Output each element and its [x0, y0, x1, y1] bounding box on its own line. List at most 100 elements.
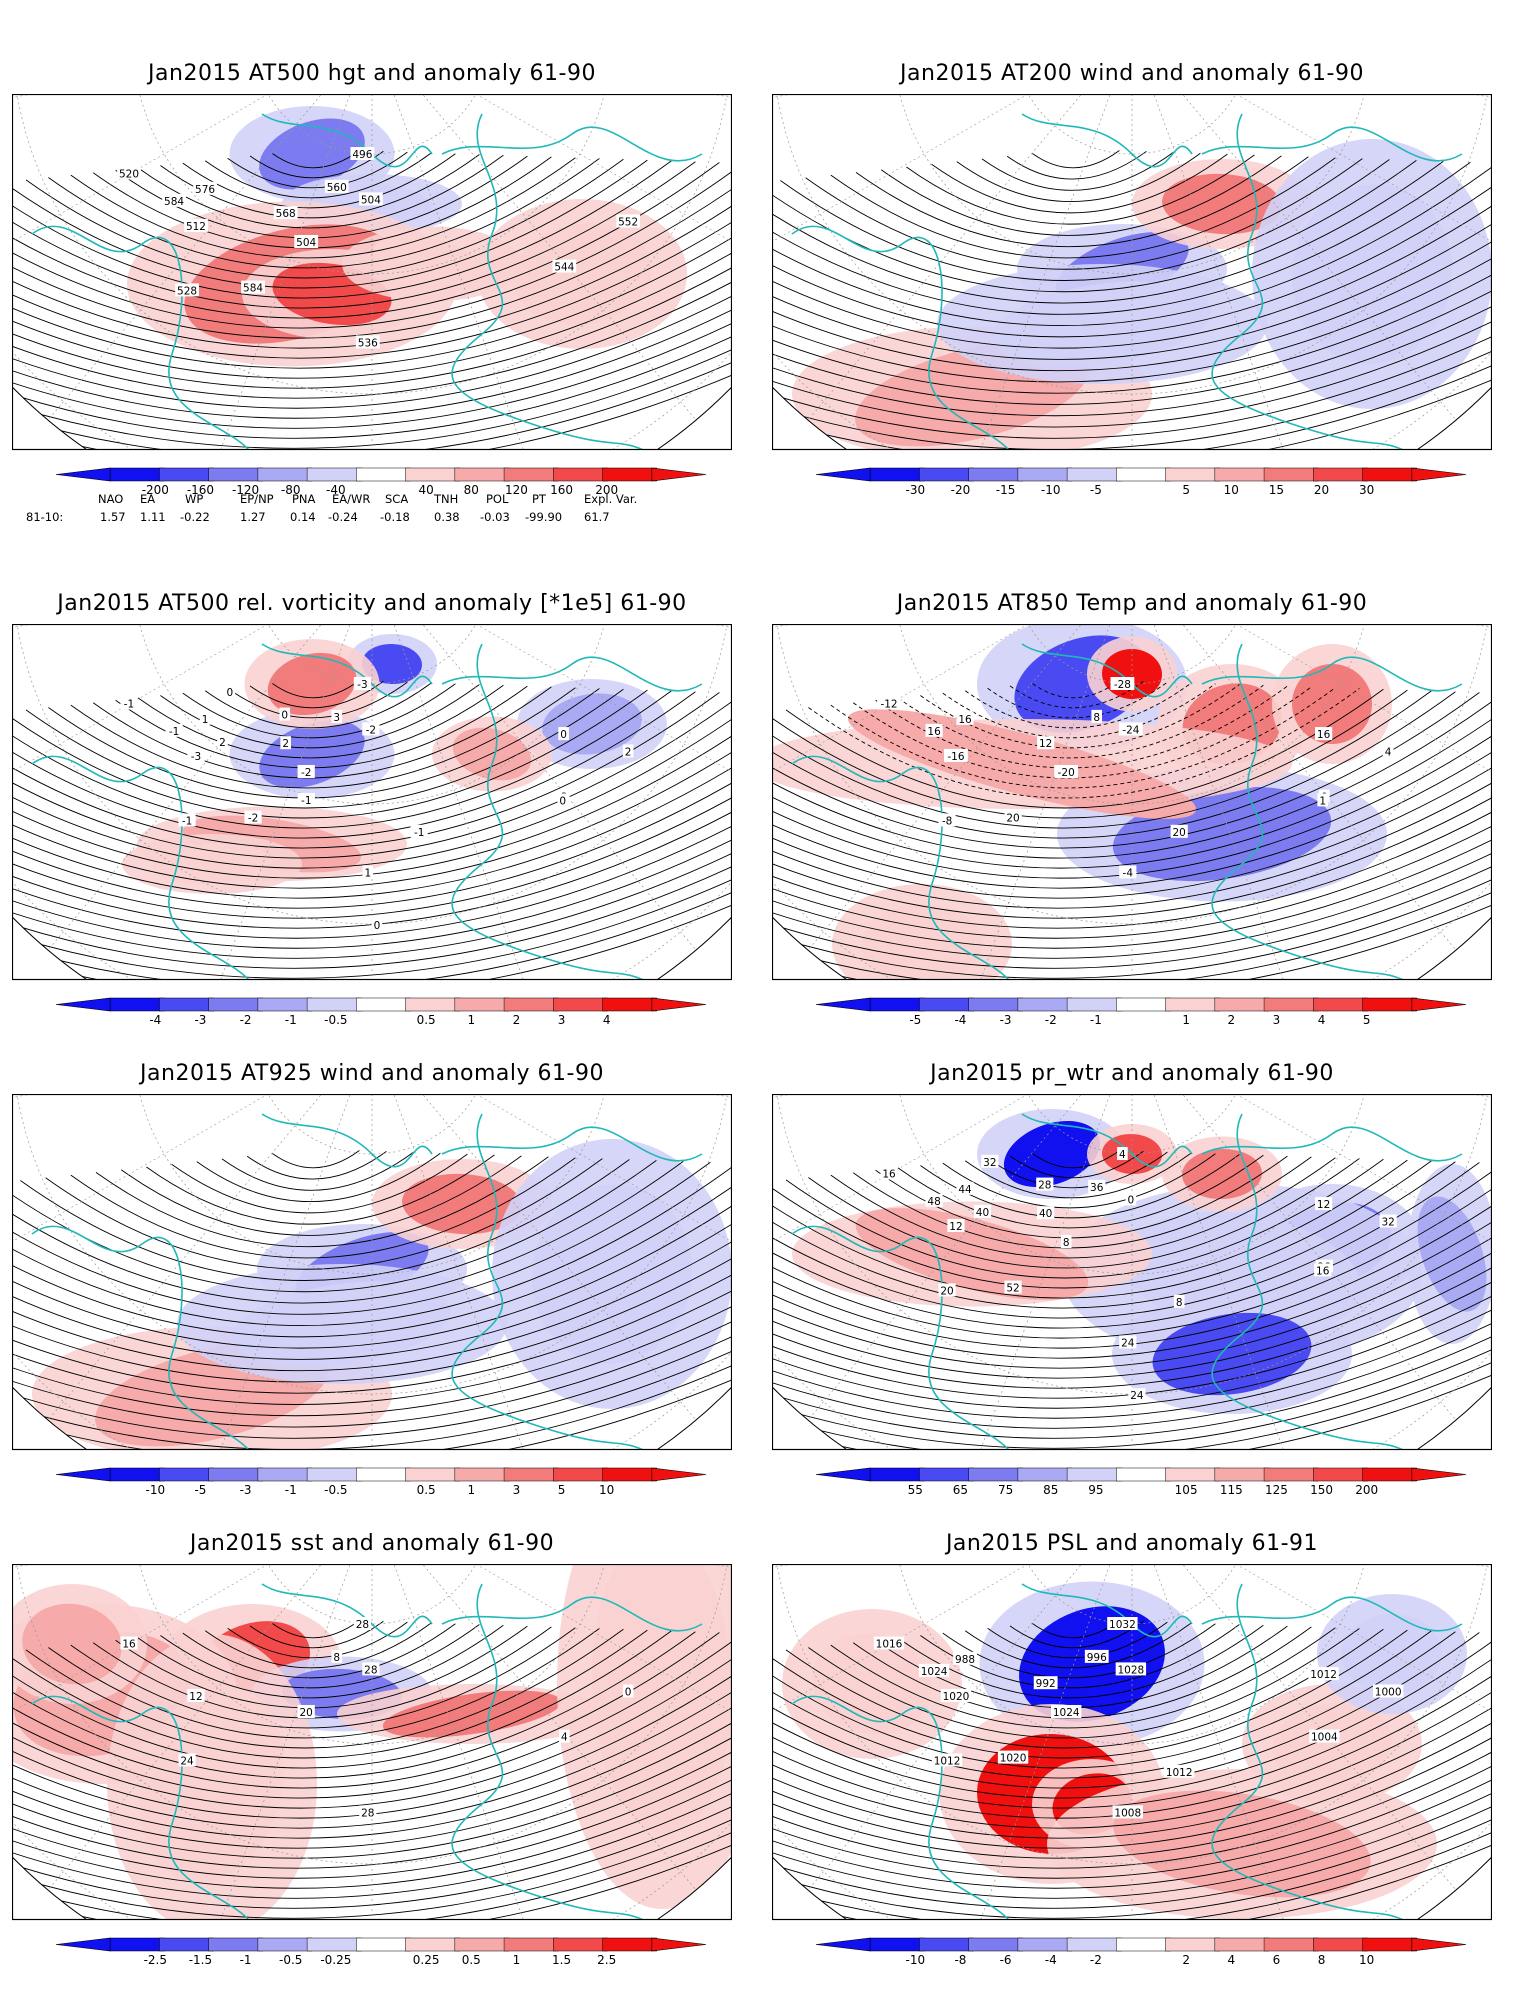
svg-text:1008: 1008	[1114, 1807, 1141, 1819]
contour-line	[772, 1640, 1492, 1899]
index-value: -0.18	[380, 510, 410, 524]
anomaly-area	[1272, 1703, 1392, 1785]
svg-text:1012: 1012	[1166, 1767, 1193, 1779]
contour-line	[942, 1623, 1216, 1679]
colorbar: -10 -8 -6 -4 -2 2 4 6 8 10	[815, 1937, 1467, 1967]
svg-text:28: 28	[364, 1664, 377, 1676]
index-label: NAO	[98, 492, 124, 506]
contour-label: 20	[1170, 824, 1188, 839]
contour-label: 8	[331, 1649, 343, 1664]
contour-line	[12, 1634, 732, 1819]
contour-label: -12	[877, 696, 901, 711]
svg-text:20: 20	[1006, 813, 1019, 825]
contour-line	[25, 1628, 624, 1749]
meridian	[807, 1094, 1133, 1421]
svg-text:996: 996	[1087, 1652, 1107, 1664]
meridian	[371, 1564, 545, 1920]
contour-line	[780, 159, 1390, 281]
contour-line	[12, 696, 732, 899]
colorbar-tick: 10	[599, 1483, 614, 1497]
contour-line	[987, 681, 1168, 719]
contour-line	[942, 683, 1216, 739]
contour-label: 8	[1173, 1294, 1185, 1309]
svg-text:0: 0	[625, 1686, 632, 1698]
meridian	[371, 624, 545, 980]
colorbar-tick: 4	[603, 1013, 611, 1027]
contour-line	[12, 1169, 732, 1417]
svg-text:0: 0	[226, 687, 233, 699]
coastline	[31, 1583, 703, 1920]
contour-label: 1020	[997, 1750, 1029, 1765]
contour-label: 1024	[918, 1663, 950, 1678]
contour-line	[772, 1633, 1492, 1809]
meridian	[371, 624, 697, 951]
svg-text:12: 12	[1039, 738, 1052, 750]
contour-label: 0	[557, 793, 569, 807]
meridian	[371, 94, 545, 450]
index-value: 1.57	[100, 510, 126, 524]
contour-label: -1	[297, 792, 315, 807]
contour-line	[1009, 1620, 1144, 1649]
meridian	[47, 1094, 373, 1421]
meridian	[12, 94, 373, 287]
contour-line	[772, 1166, 1492, 1369]
panel-title: Jan2015 AT200 wind and anomaly 61-90	[900, 61, 1364, 86]
anomaly-area	[1292, 664, 1372, 744]
contour-line	[20, 1159, 630, 1281]
svg-text:12: 12	[949, 1221, 962, 1233]
colorbar-tick: -2	[240, 1013, 252, 1027]
contour-line	[880, 155, 1282, 236]
contour-line	[12, 700, 732, 959]
index-label: PT	[532, 492, 546, 506]
contour-label: 2	[217, 734, 228, 749]
contour-label: 1032	[1107, 1617, 1138, 1631]
colorbar-tick: -80	[281, 483, 301, 497]
anomaly-area	[1113, 1790, 1371, 1898]
meridian	[199, 624, 373, 980]
meridian	[47, 624, 373, 951]
svg-text:8: 8	[333, 1652, 340, 1664]
svg-text:1020: 1020	[943, 1691, 970, 1703]
contour-line	[12, 1161, 711, 1315]
contour-line	[772, 1639, 1492, 1879]
colorbar-tick: -0.5	[324, 1483, 347, 1497]
contour-line	[45, 1158, 603, 1270]
meridian	[371, 94, 732, 122]
contour-label: 0	[558, 727, 569, 741]
contour-line	[12, 692, 720, 849]
contour-line	[12, 172, 732, 449]
meridian	[371, 1094, 545, 1450]
contour-label: 1028	[1115, 1662, 1147, 1676]
contour-line	[830, 157, 1336, 259]
contour-label: 536	[355, 335, 380, 349]
contour-label: 28	[353, 1617, 371, 1631]
contour-line	[12, 167, 732, 389]
colorbar-tick: 150	[1310, 1483, 1333, 1497]
colorbar-tick: -3	[194, 1013, 206, 1027]
svg-text:-4: -4	[1123, 867, 1134, 879]
index-value: 0.38	[434, 510, 460, 524]
contour-label: 996	[1084, 1649, 1109, 1664]
contour-label: 48	[925, 1193, 943, 1208]
contour-label: -1	[120, 696, 138, 711]
contour-line	[772, 692, 1480, 849]
contour-label: 1	[199, 711, 211, 726]
polar-map: 496 504 504 512 520 528 536 544 552 560 568 576 584 5…	[12, 94, 732, 451]
colorbar-tick: 2	[1182, 1953, 1190, 1967]
svg-text:1028: 1028	[1118, 1664, 1145, 1676]
colorbar-tick: 2.5	[597, 1953, 616, 1967]
contour-line	[964, 1622, 1192, 1669]
meridian	[371, 1094, 732, 1122]
contour-line	[772, 698, 1492, 929]
polar-map: 1032 1028 1024 1020 1016 1012 1008 1004 1000 996 9…	[772, 1564, 1492, 1921]
contour-label: -2	[297, 764, 315, 779]
panel-title: Jan2015 pr_wtr and anomaly 61-90	[930, 1061, 1334, 1086]
contour-line	[12, 1167, 732, 1383]
contour-line	[772, 161, 1471, 315]
colorbar-tick: -5	[909, 1013, 921, 1027]
map-frame	[772, 1094, 1492, 1451]
contour-line	[137, 684, 504, 759]
colorbar: -10 -5 -3 -1 -0.5 0.5 1 3 5 10	[55, 1467, 707, 1497]
contour-line	[772, 699, 1492, 939]
anomaly-area	[591, 1564, 732, 1834]
